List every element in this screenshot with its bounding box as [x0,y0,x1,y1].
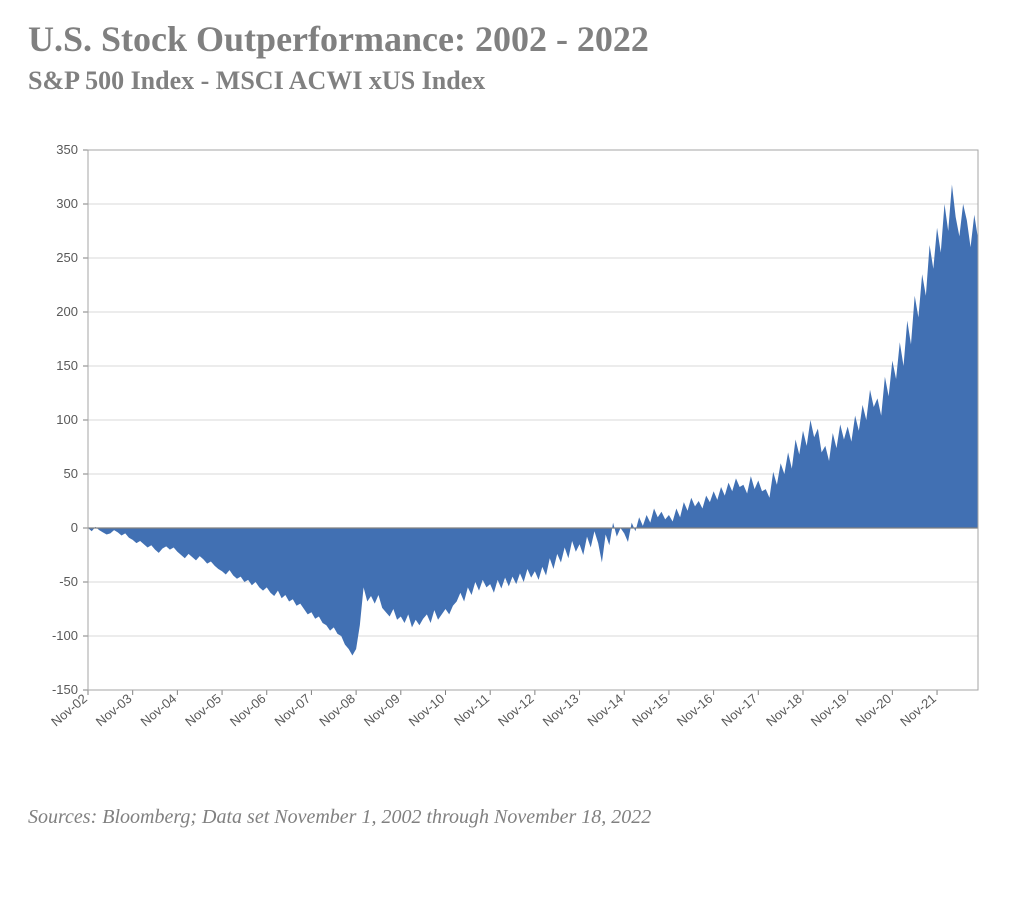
svg-text:Nov-10: Nov-10 [406,690,448,728]
chart-title: U.S. Stock Outperformance: 2002 - 2022 [28,20,996,60]
svg-text:250: 250 [56,250,78,265]
svg-text:Nov-09: Nov-09 [361,690,403,728]
svg-text:-100: -100 [52,628,78,643]
svg-text:Nov-20: Nov-20 [853,690,895,728]
svg-text:Nov-05: Nov-05 [182,690,224,728]
svg-text:Nov-07: Nov-07 [272,690,314,728]
svg-text:Nov-15: Nov-15 [629,690,671,728]
svg-text:Nov-19: Nov-19 [808,690,850,728]
svg-text:100: 100 [56,412,78,427]
svg-text:Nov-13: Nov-13 [540,690,582,728]
svg-text:0: 0 [71,520,78,535]
svg-text:Nov-18: Nov-18 [763,690,805,728]
svg-text:200: 200 [56,304,78,319]
svg-text:-50: -50 [59,574,78,589]
svg-text:50: 50 [64,466,78,481]
chart-svg: -150-100-50050100150200250300350Nov-02No… [28,130,988,770]
chart-footnote: Sources: Bloomberg; Data set November 1,… [28,806,996,829]
area-chart: -150-100-50050100150200250300350Nov-02No… [28,130,996,770]
svg-text:Nov-17: Nov-17 [718,690,760,728]
svg-text:Nov-04: Nov-04 [138,690,180,728]
svg-text:300: 300 [56,196,78,211]
svg-text:Nov-14: Nov-14 [584,690,626,728]
svg-text:Nov-03: Nov-03 [93,690,135,728]
svg-text:Nov-08: Nov-08 [316,690,358,728]
chart-subtitle: S&P 500 Index - MSCI ACWI xUS Index [28,66,996,96]
svg-text:150: 150 [56,358,78,373]
svg-text:Nov-06: Nov-06 [227,690,269,728]
svg-text:Nov-11: Nov-11 [451,690,492,728]
svg-text:Nov-16: Nov-16 [674,690,716,728]
svg-text:Nov-21: Nov-21 [897,690,939,728]
svg-text:350: 350 [56,142,78,157]
svg-text:Nov-12: Nov-12 [495,690,537,728]
